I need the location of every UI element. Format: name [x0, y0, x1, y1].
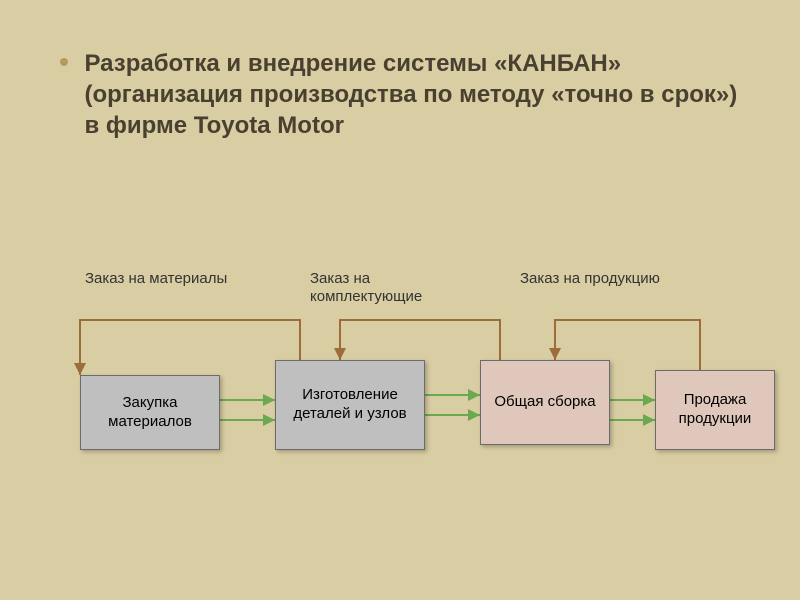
- diagram: Закупка материалов Изготовление деталей и…: [0, 0, 800, 600]
- feedback-arrow: [80, 320, 300, 375]
- feedback-label: Заказ на комплектующие: [310, 270, 470, 306]
- slide: Разработка и внедрение системы «КАНБАН» …: [0, 0, 800, 600]
- flow-node: Общая сборка: [480, 360, 610, 445]
- feedback-label: Заказ на материалы: [85, 270, 245, 288]
- feedback-label: Заказ на продукцию: [520, 270, 680, 288]
- feedback-arrow: [340, 320, 500, 360]
- flow-node: Изготовление деталей и узлов: [275, 360, 425, 450]
- flow-node: Закупка материалов: [80, 375, 220, 450]
- flow-node: Продажа продукции: [655, 370, 775, 450]
